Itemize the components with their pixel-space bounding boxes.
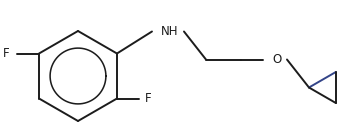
Text: F: F bbox=[145, 92, 151, 105]
Text: O: O bbox=[272, 53, 282, 66]
Text: NH: NH bbox=[161, 25, 179, 38]
Text: F: F bbox=[2, 47, 9, 60]
